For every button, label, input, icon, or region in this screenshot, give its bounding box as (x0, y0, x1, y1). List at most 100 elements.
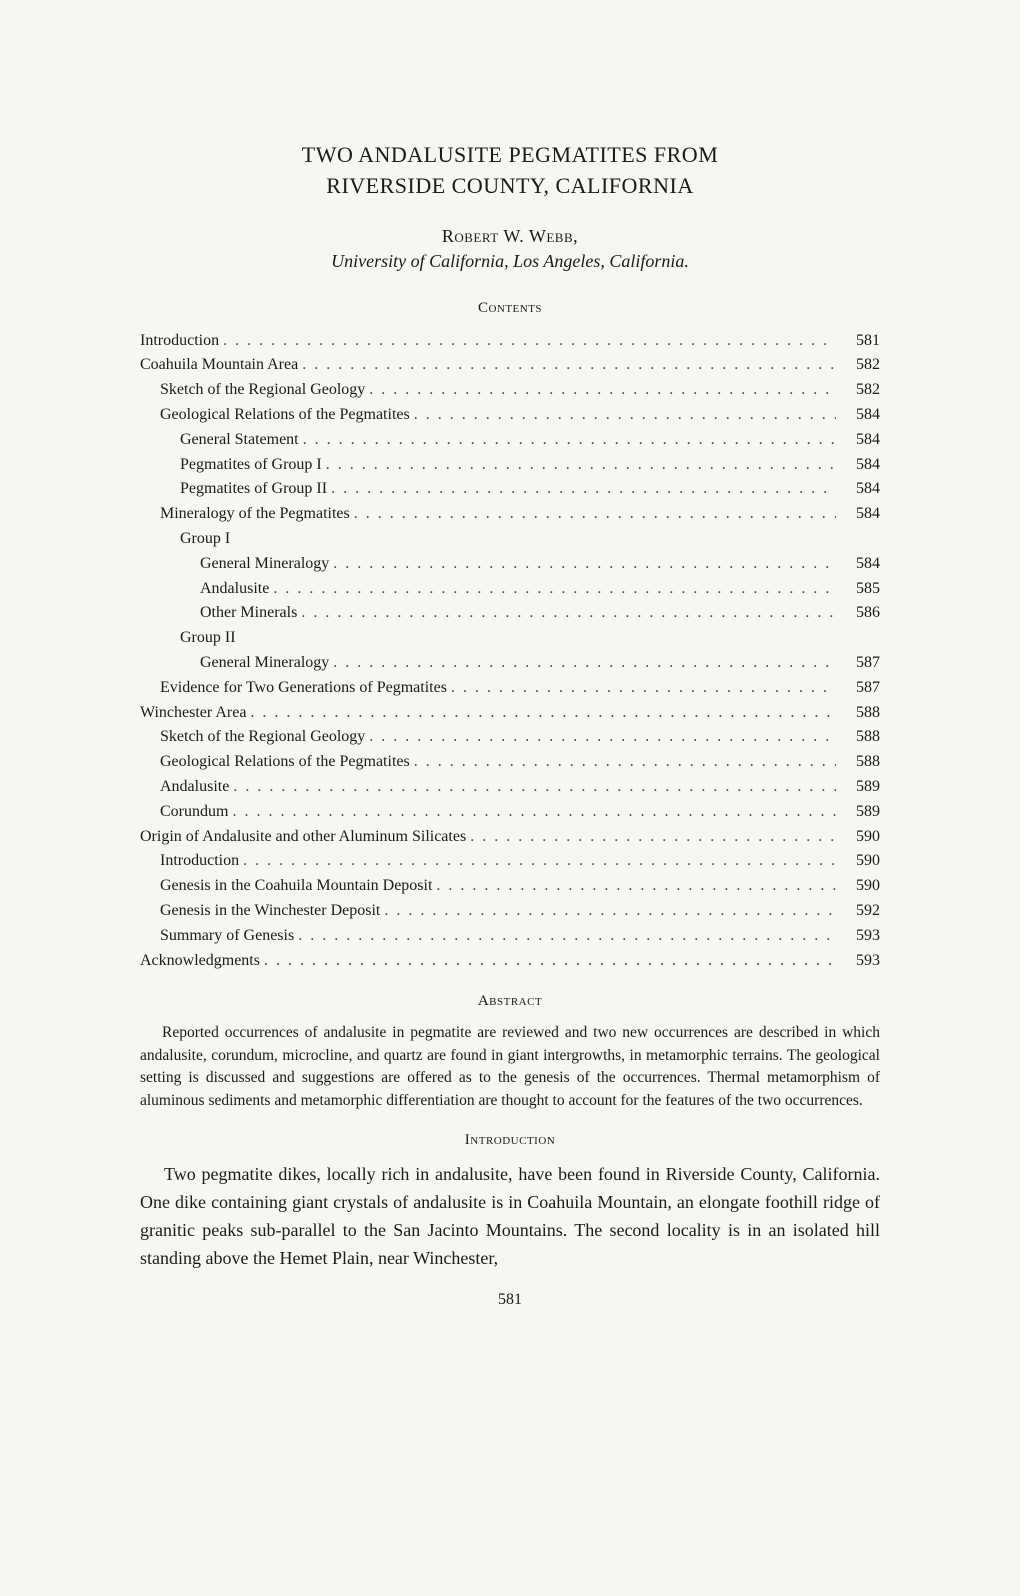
toc-entry-label: Evidence for Two Generations of Pegmatit… (160, 676, 447, 701)
toc-entry-page: 585 (840, 577, 880, 602)
toc-row: Sketch of the Regional Geology 582 (140, 378, 880, 403)
introduction-body: Two pegmatite dikes, locally rich in and… (140, 1161, 880, 1273)
title-line-1: TWO ANDALUSITE PEGMATITES FROM (302, 142, 719, 167)
toc-entry-label: Acknowledgments (140, 949, 260, 974)
toc-entry-page: 587 (840, 651, 880, 676)
toc-entry-page: 593 (840, 949, 880, 974)
abstract-body: Reported occurrences of andalusite in pe… (140, 1022, 880, 1112)
title-line-2: RIVERSIDE COUNTY, CALIFORNIA (326, 173, 693, 198)
toc-row: Mineralogy of the Pegmatites 584 (140, 502, 880, 527)
toc-entry-label: Sketch of the Regional Geology (160, 725, 365, 750)
toc-dot-leader (436, 874, 836, 899)
toc-row: Evidence for Two Generations of Pegmatit… (140, 676, 880, 701)
toc-row: General Statement 584 (140, 428, 880, 453)
toc-entry-label: Geological Relations of the Pegmatites (160, 403, 410, 428)
toc-entry-page: 592 (840, 899, 880, 924)
toc-group-heading: Group I (140, 527, 880, 552)
toc-entry-label: General Statement (180, 428, 299, 453)
toc-entry-label: Pegmatites of Group I (180, 453, 322, 478)
toc-row: Origin of Andalusite and other Aluminum … (140, 825, 880, 850)
toc-entry-page: 589 (840, 775, 880, 800)
toc-row: Andalusite 589 (140, 775, 880, 800)
toc-entry-label: Other Minerals (200, 601, 297, 626)
toc-dot-leader (369, 378, 836, 403)
toc-entry-label: Geological Relations of the Pegmatites (160, 750, 410, 775)
toc-dot-leader (233, 775, 836, 800)
toc-entry-label: Coahuila Mountain Area (140, 353, 298, 378)
toc-row: General Mineralogy 584 (140, 552, 880, 577)
toc-entry-label: Genesis in the Coahuila Mountain Deposit (160, 874, 432, 899)
toc-entry-page: 587 (840, 676, 880, 701)
abstract-heading: Abstract (140, 993, 880, 1010)
table-of-contents: Introduction581Coahuila Mountain Area582… (140, 329, 880, 974)
toc-entry-page: 584 (840, 477, 880, 502)
toc-row: Introduction 590 (140, 849, 880, 874)
toc-row: Genesis in the Coahuila Mountain Deposit… (140, 874, 880, 899)
toc-dot-leader (333, 651, 836, 676)
toc-group-heading: Group II (140, 626, 880, 651)
toc-dot-leader (384, 899, 836, 924)
toc-entry-page: 589 (840, 800, 880, 825)
toc-dot-leader (301, 601, 836, 626)
toc-row: Coahuila Mountain Area582 (140, 353, 880, 378)
toc-dot-leader (298, 924, 836, 949)
toc-entry-label: Pegmatites of Group II (180, 477, 327, 502)
toc-entry-page: 588 (840, 725, 880, 750)
toc-entry-page: 584 (840, 403, 880, 428)
toc-row: General Mineralogy 587 (140, 651, 880, 676)
toc-entry-label: Summary of Genesis (160, 924, 294, 949)
toc-row: Pegmatites of Group II 584 (140, 477, 880, 502)
toc-entry-label: Mineralogy of the Pegmatites (160, 502, 350, 527)
toc-dot-leader (354, 502, 836, 527)
toc-dot-leader (264, 949, 836, 974)
toc-row: Pegmatites of Group I 584 (140, 453, 880, 478)
toc-dot-leader (243, 849, 836, 874)
toc-entry-label: Introduction (160, 849, 239, 874)
toc-entry-page: 588 (840, 701, 880, 726)
page: TWO ANDALUSITE PEGMATITES FROM RIVERSIDE… (0, 0, 1020, 1596)
toc-entry-page: 590 (840, 825, 880, 850)
toc-row: Winchester Area 588 (140, 701, 880, 726)
toc-dot-leader (250, 701, 836, 726)
toc-entry-label: Origin of Andalusite and other Aluminum … (140, 825, 466, 850)
toc-entry-label: Sketch of the Regional Geology (160, 378, 365, 403)
toc-entry-page: 584 (840, 428, 880, 453)
toc-entry-page: 584 (840, 502, 880, 527)
toc-entry-label: General Mineralogy (200, 651, 329, 676)
toc-entry-label: Andalusite (200, 577, 269, 602)
toc-entry-label: Corundum (160, 800, 228, 825)
toc-dot-leader (414, 750, 836, 775)
toc-entry-page: 590 (840, 849, 880, 874)
page-number: 581 (140, 1291, 880, 1309)
toc-entry-label: Winchester Area (140, 701, 246, 726)
toc-entry-page: 584 (840, 552, 880, 577)
toc-row: Andalusite 585 (140, 577, 880, 602)
paper-title: TWO ANDALUSITE PEGMATITES FROM RIVERSIDE… (140, 140, 880, 202)
toc-dot-leader (414, 403, 836, 428)
toc-row: Genesis in the Winchester Deposit 592 (140, 899, 880, 924)
toc-dot-leader (451, 676, 836, 701)
toc-entry-page: 581 (840, 329, 880, 354)
toc-entry-page: 586 (840, 601, 880, 626)
toc-dot-leader (302, 353, 836, 378)
toc-dot-leader (232, 800, 836, 825)
toc-row: Other Minerals 586 (140, 601, 880, 626)
toc-entry-label: General Mineralogy (200, 552, 329, 577)
toc-dot-leader (333, 552, 836, 577)
toc-entry-page: 584 (840, 453, 880, 478)
toc-entry-label: Andalusite (160, 775, 229, 800)
toc-dot-leader (369, 725, 836, 750)
author-affiliation: University of California, Los Angeles, C… (140, 251, 880, 272)
toc-row: Geological Relations of the Pegmatites 58… (140, 750, 880, 775)
introduction-heading: Introduction (140, 1132, 880, 1149)
toc-dot-leader (273, 577, 836, 602)
toc-entry-page: 588 (840, 750, 880, 775)
author-name: Robert W. Webb, (140, 226, 880, 247)
toc-dot-leader (303, 428, 836, 453)
toc-row: Sketch of the Regional Geology 588 (140, 725, 880, 750)
toc-row: Corundum 589 (140, 800, 880, 825)
toc-entry-label: Introduction (140, 329, 219, 354)
toc-entry-page: 582 (840, 378, 880, 403)
toc-row: Summary of Genesis593 (140, 924, 880, 949)
toc-entry-label: Genesis in the Winchester Deposit (160, 899, 380, 924)
